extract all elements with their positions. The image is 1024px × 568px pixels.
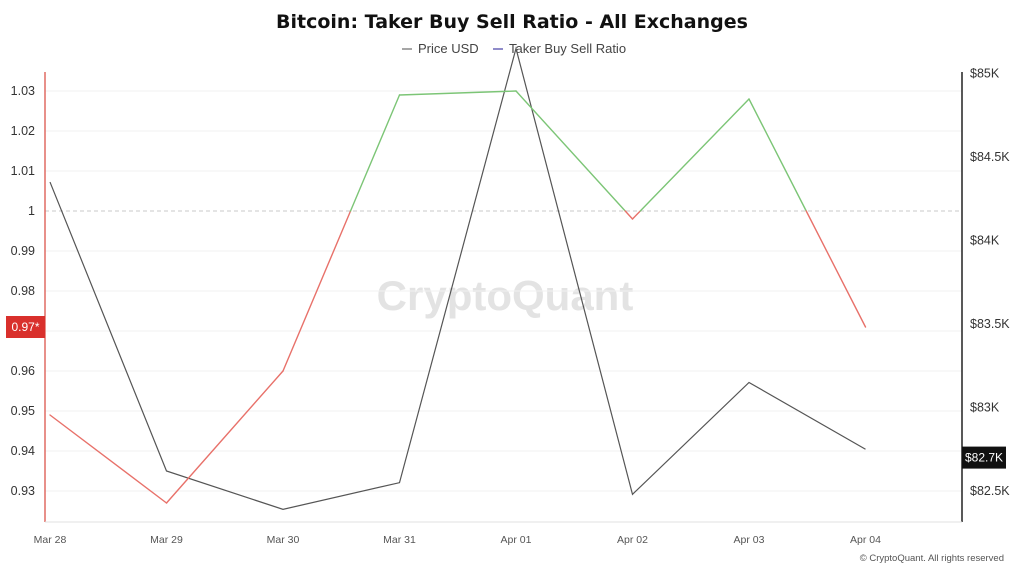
x-tick-label: Mar 31	[383, 534, 416, 546]
right-tick-label: $82.5K	[970, 484, 1010, 498]
ratio-segment-6-1	[805, 210, 867, 328]
left-current-badge-label: 0.97*	[11, 320, 39, 334]
x-tick-label: Mar 28	[34, 534, 67, 546]
legend-entry-price[interactable]: Price USD	[418, 41, 479, 56]
left-tick-label: 1	[28, 204, 35, 218]
right-tick-label: $85K	[970, 67, 1000, 81]
x-tick-label: Apr 02	[617, 534, 648, 546]
ratio-segment-2-1	[349, 94, 401, 212]
right-tick-label: $84.5K	[970, 150, 1010, 164]
right-axis-ticks: $82.5K$83K$83.5K$84K$84.5K$85K$85.5K$86K…	[970, 67, 1010, 499]
ratio-segment-0-0	[49, 414, 168, 504]
series-lines	[49, 46, 867, 510]
legend-entry-ratio[interactable]: Taker Buy Sell Ratio	[509, 41, 626, 56]
ratio-segment-1-0	[165, 370, 284, 504]
left-tick-label: 0.93	[11, 484, 35, 498]
copyright: © CryptoQuant. All rights reserved	[860, 553, 1004, 564]
grid	[45, 90, 962, 492]
ratio-segment-6-0	[748, 98, 807, 212]
left-tick-label: 0.98	[11, 284, 35, 298]
ratio-segment-4-0	[515, 90, 626, 212]
right-tick-label: $84K	[970, 234, 1000, 248]
right-tick-label: $83K	[970, 401, 1000, 415]
x-tick-label: Apr 01	[501, 534, 532, 546]
x-tick-label: Mar 29	[150, 534, 183, 546]
left-tick-label: 0.99	[11, 244, 35, 258]
x-tick-label: Mar 30	[267, 534, 300, 546]
ratio-segment-2-0	[282, 210, 352, 372]
left-current-badge	[6, 316, 45, 338]
x-axis-ticks: Mar 28 Mar 29 Mar 30 Mar 31 Apr 01 Apr 02 Apr …	[34, 534, 881, 546]
right-current-badge-label: $82.7K	[965, 451, 1003, 465]
left-tick-label: 1.01	[11, 164, 35, 178]
value-badges: 0.97* $82.7K	[6, 316, 1006, 469]
ratio-segment-3-0	[398, 90, 517, 96]
left-tick-label: 1.02	[11, 124, 35, 138]
watermark: CryptoQuant	[377, 272, 634, 319]
left-tick-label: 0.94	[11, 444, 35, 458]
legend: Price USD Taker Buy Sell Ratio	[402, 41, 626, 56]
right-current-badge	[962, 446, 1006, 469]
series-line-price	[49, 46, 866, 510]
left-axis-ticks: 0.93 0.94 0.95 0.96 0.98 0.99 1 1.01 1.02 1.03	[11, 84, 35, 498]
left-tick-label: 0.95	[11, 404, 35, 418]
chart-title: Bitcoin: Taker Buy Sell Ratio - All Exch…	[276, 11, 748, 33]
left-tick-label: 1.03	[11, 84, 35, 98]
left-tick-label: 0.96	[11, 364, 35, 378]
right-tick-label: $83.5K	[970, 317, 1010, 331]
x-tick-label: Apr 04	[850, 534, 881, 546]
ratio-segment-4-1	[624, 210, 634, 220]
ratio-segment-5-0	[631, 210, 641, 220]
ratio-segment-5-1	[639, 98, 750, 212]
x-tick-label: Apr 03	[734, 534, 765, 546]
